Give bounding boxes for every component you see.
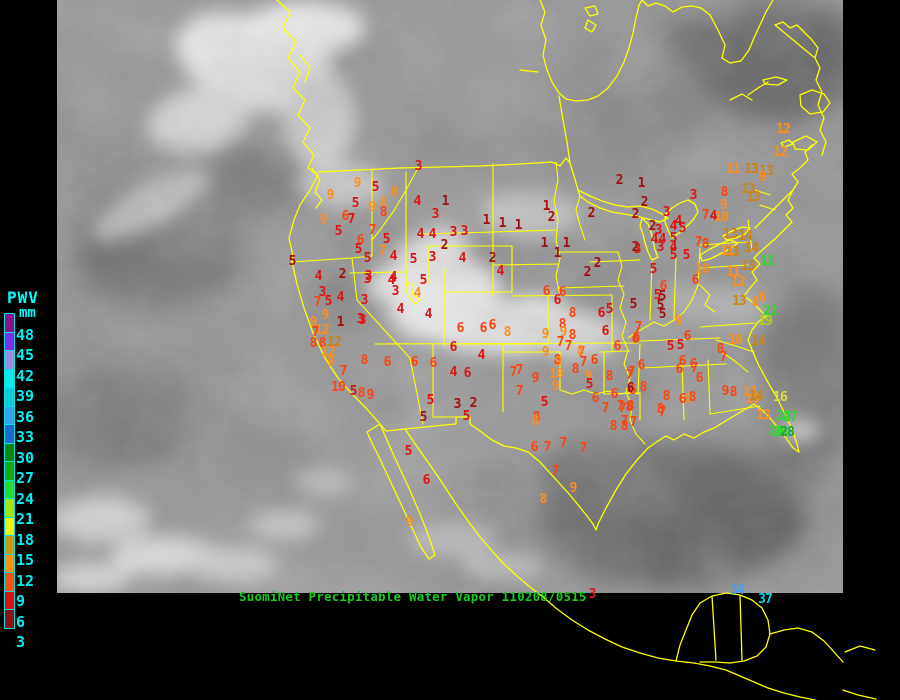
legend-segment — [4, 313, 15, 333]
lake-erie — [699, 239, 739, 262]
legend-segment — [4, 590, 15, 610]
legend-label: 24 — [16, 489, 35, 508]
legend-segment — [4, 405, 15, 425]
satellite-imagery-layer — [57, 0, 843, 593]
legend-segment — [4, 516, 15, 536]
mexico-mainland-coast — [404, 428, 816, 700]
legend-label: 36 — [16, 407, 35, 426]
ontario-west-border — [519, 5, 599, 164]
legend-colorbar — [4, 313, 15, 629]
atlantic-coastline — [595, 144, 813, 531]
baja-california — [366, 423, 436, 560]
legend-segment — [4, 609, 15, 629]
anticosti-island — [762, 76, 788, 86]
legend-segment — [4, 498, 15, 518]
central-america-coast — [769, 627, 877, 700]
nova-scotia — [780, 135, 818, 151]
legend-label: 6 — [16, 612, 26, 631]
mexico-border-rio-grande — [385, 416, 597, 531]
state-borders — [291, 161, 776, 445]
legend-segment — [4, 535, 15, 555]
legend-label: 27 — [16, 469, 35, 487]
hudson-strait-labrador — [774, 21, 827, 156]
legend-segment — [4, 553, 15, 573]
map-borders — [276, 0, 877, 700]
legend-segment — [4, 461, 15, 481]
legend-label: 42 — [16, 366, 35, 385]
lake-superior — [577, 189, 669, 223]
legend-label: 9 — [16, 592, 26, 610]
legend-label: 15 — [16, 551, 35, 569]
legend-label: 39 — [16, 387, 35, 405]
legend-label: 21 — [16, 510, 35, 528]
legend-segment — [4, 350, 15, 370]
lake-michigan — [639, 217, 659, 261]
legend-segment — [4, 424, 15, 444]
canada-border — [317, 157, 579, 191]
legend-label: 3 — [16, 633, 26, 651]
legend-label: 45 — [16, 346, 35, 364]
legend-segment — [4, 387, 15, 407]
legend-segment — [4, 368, 15, 388]
legend-label: 30 — [16, 448, 35, 467]
puget-sound — [299, 54, 323, 209]
legend-label: 18 — [16, 530, 35, 549]
legend-title: PWV — [7, 288, 39, 307]
newfoundland — [799, 89, 831, 115]
lake-huron — [664, 199, 699, 239]
lake-ontario — [722, 226, 751, 241]
legend-segment — [4, 442, 15, 462]
legend-segment — [4, 479, 15, 499]
legend-unit: mm — [19, 305, 36, 321]
legend-segment — [4, 331, 15, 351]
legend-segment — [4, 572, 15, 592]
legend-label: 33 — [16, 428, 35, 446]
legend-label: 12 — [16, 571, 35, 590]
hudson-james-bay — [539, 0, 774, 102]
product-caption: SuomiNet Precipitable Water Vapor 110208… — [239, 589, 587, 604]
legend-label: 48 — [16, 325, 35, 344]
pacific-coastline — [276, 0, 387, 432]
yucatan-peninsula — [675, 592, 771, 664]
